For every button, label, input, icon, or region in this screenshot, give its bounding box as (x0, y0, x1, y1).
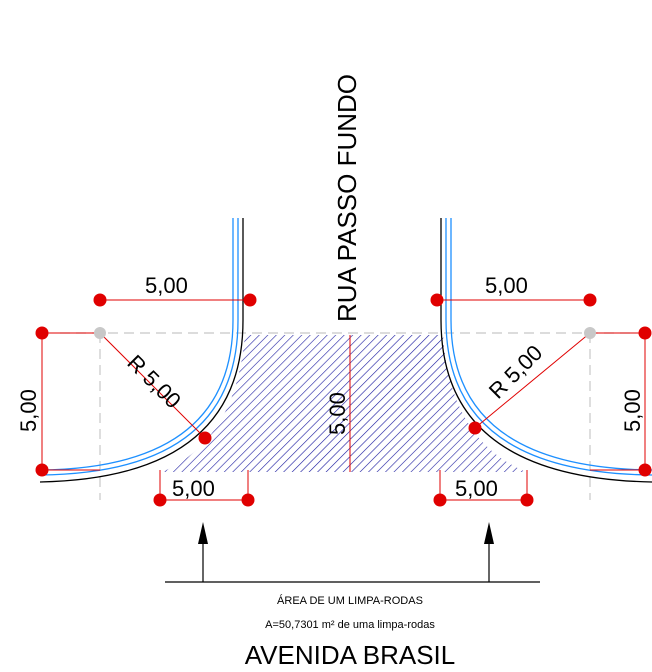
dim-top-right: 5,00 (485, 273, 528, 298)
area-label: ÁREA DE UM LIMPA-RODAS (277, 594, 423, 607)
dim-bottom-right: 5,00 (455, 476, 498, 501)
street-name-vertical: RUA PASSO FUNDO (332, 74, 362, 322)
dim-left-side: 5,00 (16, 389, 41, 432)
arrow-right-icon (484, 522, 494, 582)
dim-center: 5,00 (325, 392, 350, 435)
arrow-left-icon (198, 522, 208, 582)
dim-bottom-left: 5,00 (172, 476, 215, 501)
street-name-horizontal: AVENIDA BRASIL (245, 640, 456, 670)
area-value: A=50,7301 m² de uma limpa-rodas (265, 619, 435, 631)
dim-top-left: 5,00 (145, 273, 188, 298)
center-point-left (94, 327, 106, 339)
dim-right-side: 5,00 (620, 389, 645, 432)
dim-radius-left: R 5,00 (122, 350, 186, 414)
center-point-right (584, 327, 596, 339)
